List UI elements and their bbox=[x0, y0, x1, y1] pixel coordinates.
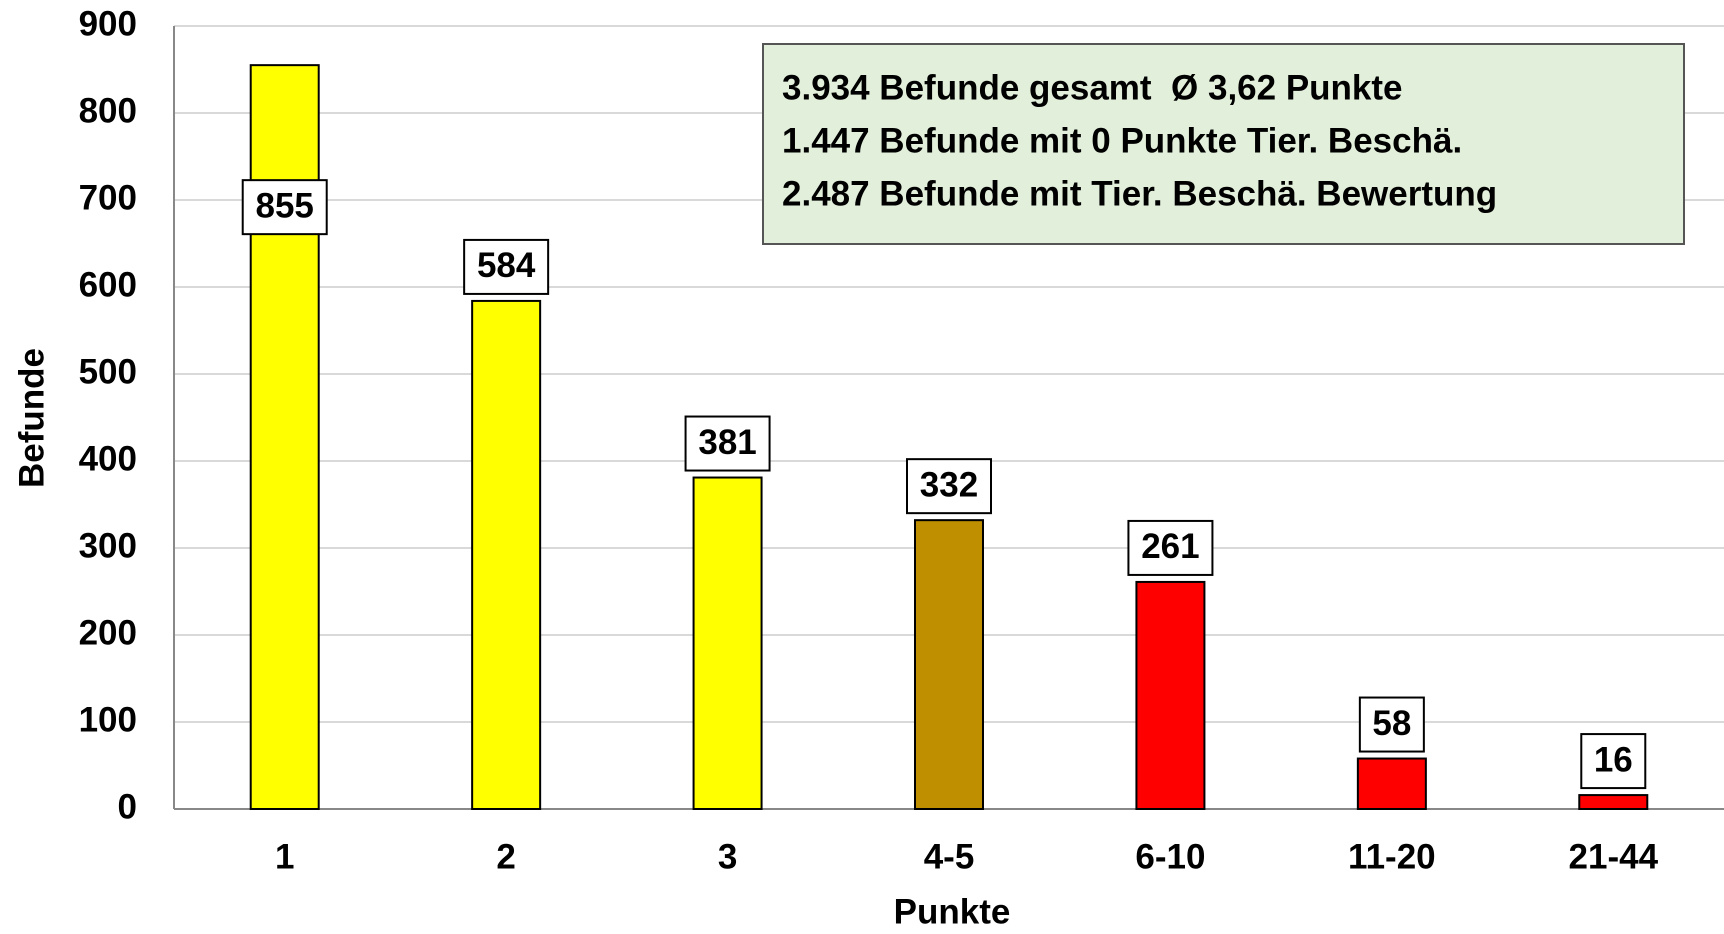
annotation-box bbox=[762, 43, 1685, 245]
y-axis-title: Befunde bbox=[12, 348, 51, 488]
value-label: 58 bbox=[1372, 704, 1411, 743]
bar bbox=[471, 299, 542, 810]
annotation: 3.934 Befunde gesamt Ø 3,62 Punkte bbox=[782, 68, 1403, 107]
x-axis-title: Punkte bbox=[894, 892, 1011, 931]
bar bbox=[692, 476, 763, 810]
value-label: 332 bbox=[920, 465, 978, 504]
x-tick-label: 4-5 bbox=[924, 837, 975, 876]
y-tick-label: 100 bbox=[79, 700, 137, 739]
value-label-box bbox=[1358, 696, 1425, 753]
value-label-box bbox=[684, 415, 771, 472]
value-label: 16 bbox=[1594, 740, 1633, 779]
y-tick-label: 0 bbox=[118, 787, 137, 826]
value-label: 381 bbox=[698, 423, 756, 462]
x-tick-label: 6-10 bbox=[1135, 837, 1205, 876]
bar bbox=[249, 64, 320, 810]
bar bbox=[1135, 580, 1206, 810]
value-label: 584 bbox=[477, 246, 536, 285]
y-tick-label: 900 bbox=[79, 4, 137, 43]
value-label-box bbox=[1127, 519, 1214, 576]
annotation: 2.487 Befunde mit Tier. Beschä. Bewertun… bbox=[782, 174, 1497, 213]
value-label-box bbox=[463, 238, 550, 295]
y-tick-label: 600 bbox=[79, 265, 137, 304]
x-tick-label: 11-20 bbox=[1348, 837, 1436, 876]
x-tick-label: 2 bbox=[496, 837, 515, 876]
y-tick-label: 800 bbox=[79, 91, 137, 130]
bar bbox=[914, 519, 984, 810]
value-label: 855 bbox=[256, 186, 314, 225]
y-tick-label: 300 bbox=[79, 526, 137, 565]
value-label: 261 bbox=[1141, 527, 1199, 566]
bar bbox=[1356, 757, 1427, 810]
y-tick-label: 700 bbox=[79, 178, 137, 217]
value-label-box bbox=[906, 458, 992, 515]
x-tick-label: 3 bbox=[718, 837, 737, 876]
x-tick-label: 21-44 bbox=[1569, 837, 1659, 876]
value-label-box bbox=[1580, 733, 1647, 790]
y-tick-label: 500 bbox=[79, 352, 137, 391]
bar bbox=[1578, 794, 1649, 811]
x-tick-label: 1 bbox=[275, 837, 294, 876]
y-tick-label: 200 bbox=[79, 613, 137, 652]
value-label-box bbox=[241, 179, 328, 236]
annotation: 1.447 Befunde mit 0 Punkte Tier. Beschä. bbox=[782, 121, 1462, 160]
y-tick-label: 400 bbox=[79, 439, 137, 478]
